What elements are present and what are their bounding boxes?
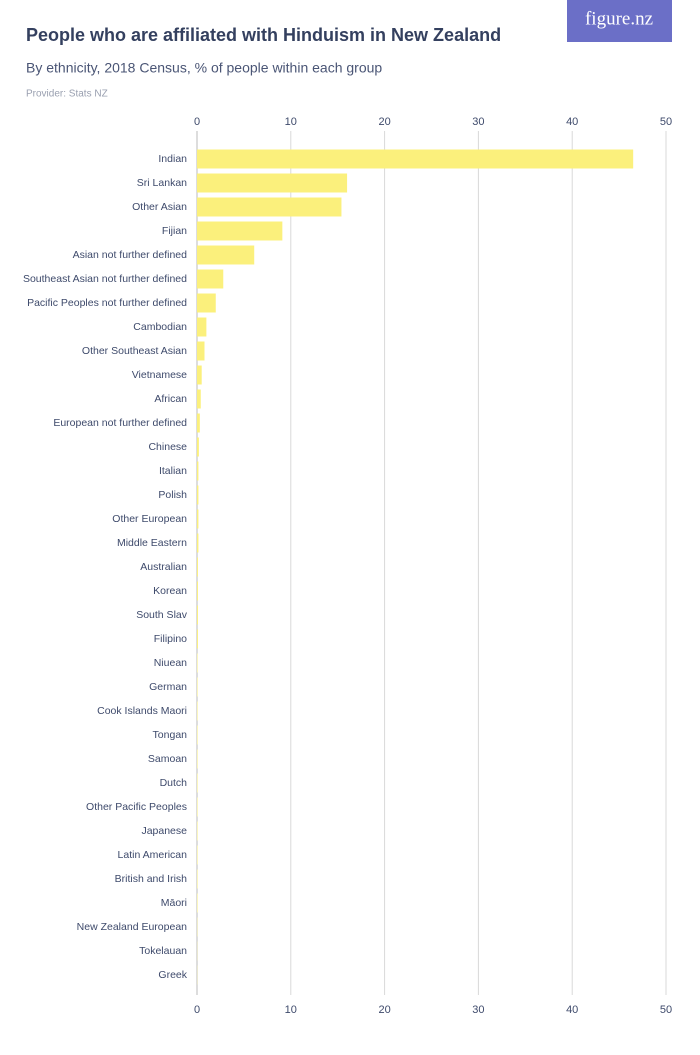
- y-tick-label: Southeast Asian not further defined: [23, 273, 187, 285]
- y-tick-label: Polish: [158, 489, 187, 501]
- y-tick-label: Indian: [158, 153, 187, 165]
- bar: [197, 486, 198, 505]
- logo: figure.nz: [585, 8, 653, 29]
- y-tick-label: Latin American: [118, 849, 188, 861]
- x-tick-label: 20: [378, 1004, 390, 1016]
- y-tick-label: Dutch: [160, 777, 188, 789]
- provider: Provider: Stats NZ: [26, 89, 108, 100]
- bar: [197, 534, 198, 553]
- y-tick-label: Greek: [158, 969, 187, 981]
- y-tick-label: Niuean: [154, 657, 187, 669]
- x-tick-label: 50: [660, 116, 672, 128]
- y-tick-label: Asian not further defined: [73, 249, 188, 261]
- y-tick-label: British and Irish: [115, 873, 188, 885]
- bar: [197, 366, 202, 385]
- bar: [197, 294, 216, 313]
- y-tick-label: Other Asian: [132, 201, 187, 213]
- bar: [197, 606, 198, 625]
- y-tick-label: Japanese: [141, 825, 187, 837]
- chart-subtitle: By ethnicity, 2018 Census, % of people w…: [26, 60, 382, 76]
- bar: [197, 150, 633, 169]
- y-tick-label: European not further defined: [53, 417, 187, 429]
- bar: [197, 630, 198, 649]
- x-tick-label: 30: [472, 116, 484, 128]
- bar: [197, 510, 198, 529]
- bar: [197, 438, 199, 457]
- y-tick-label: Sri Lankan: [137, 177, 187, 189]
- y-tick-label: Middle Eastern: [117, 537, 187, 549]
- y-tick-label: Other European: [112, 513, 187, 525]
- x-tick-label: 40: [566, 116, 578, 128]
- y-tick-label: Samoan: [148, 753, 187, 765]
- y-tick-label: Cook Islands Maori: [97, 705, 187, 717]
- bar: [197, 222, 282, 241]
- bar: [197, 558, 198, 577]
- bar: [197, 270, 223, 289]
- x-tick-label: 10: [285, 116, 297, 128]
- y-tick-label: Other Southeast Asian: [82, 345, 187, 357]
- y-tick-label: Cambodian: [133, 321, 187, 333]
- y-tick-label: Vietnamese: [132, 369, 187, 381]
- y-tick-label: German: [149, 681, 187, 693]
- x-tick-label: 0: [194, 1004, 200, 1016]
- y-tick-label: Pacific Peoples not further defined: [27, 297, 187, 309]
- bar: [197, 342, 205, 361]
- chart-title: People who are affiliated with Hinduism …: [26, 25, 501, 45]
- y-tick-label: New Zealand European: [77, 921, 187, 933]
- bar: [197, 318, 206, 337]
- y-tick-label: South Slav: [136, 609, 188, 621]
- bar: [197, 174, 347, 193]
- bar: [197, 246, 254, 265]
- y-tick-label: Tokelauan: [139, 945, 187, 957]
- bar: [197, 390, 201, 409]
- y-tick-label: Filipino: [154, 633, 187, 645]
- bar: [197, 198, 341, 217]
- bar: [197, 414, 200, 433]
- x-tick-label: 10: [285, 1004, 297, 1016]
- bar: [197, 582, 198, 601]
- y-tick-label: Other Pacific Peoples: [86, 801, 187, 813]
- y-tick-label: Māori: [161, 897, 187, 909]
- x-tick-label: 40: [566, 1004, 578, 1016]
- y-tick-label: Italian: [159, 465, 187, 477]
- y-tick-label: Tongan: [153, 729, 188, 741]
- x-tick-label: 0: [194, 116, 200, 128]
- y-tick-label: Chinese: [148, 441, 187, 453]
- y-tick-label: Fijian: [162, 225, 187, 237]
- bar: [197, 462, 198, 481]
- y-tick-label: African: [154, 393, 187, 405]
- x-tick-label: 50: [660, 1004, 672, 1016]
- x-tick-label: 20: [378, 116, 390, 128]
- y-tick-label: Korean: [153, 585, 187, 597]
- y-tick-label: Australian: [140, 561, 187, 573]
- x-tick-label: 30: [472, 1004, 484, 1016]
